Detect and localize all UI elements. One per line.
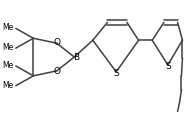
Text: Me: Me: [3, 23, 14, 32]
Text: Me: Me: [3, 61, 14, 70]
Text: B: B: [74, 53, 80, 62]
Text: O: O: [53, 67, 60, 76]
Text: Me: Me: [3, 81, 14, 90]
Text: Me: Me: [3, 43, 14, 52]
Text: O: O: [53, 38, 60, 47]
Text: S: S: [165, 62, 171, 71]
Text: S: S: [113, 69, 119, 78]
